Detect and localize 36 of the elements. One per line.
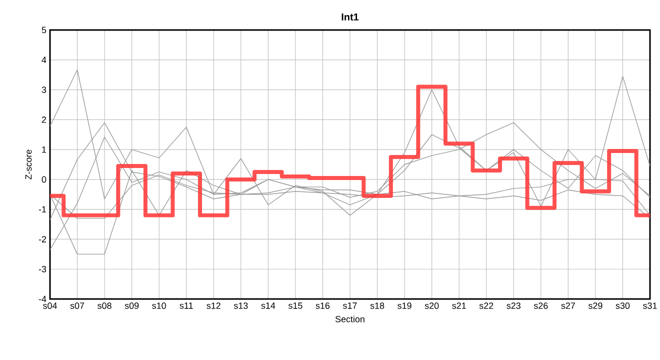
y-tick-label: 5 [42,26,46,34]
x-tick-label: s18 [370,302,384,309]
chart-title: Int1 [342,14,359,21]
x-tick-label: s07 [70,302,84,309]
x-tick-label: s08 [98,302,112,309]
x-tick-label: s12 [206,302,220,309]
x-tick-label: s30 [616,302,630,309]
y-tick-label: -4 [38,296,46,302]
x-tick-label: s19 [398,302,412,309]
x-tick-label: s13 [234,302,248,309]
x-tick-label: s10 [152,302,166,309]
x-tick-label: s22 [479,302,494,309]
y-tick-label: 3 [42,86,46,93]
y-tick-label: -1 [38,206,46,212]
y-tick-label: 0 [42,176,46,183]
y-tick-label: 4 [42,56,46,63]
x-tick-label: s27 [561,302,575,309]
y-axis-title: Z-score [25,150,32,180]
x-tick-label: s14 [261,302,276,309]
x-tick-label: s23 [506,302,520,309]
y-tick-label: -3 [38,266,46,272]
x-tick-label: s09 [124,302,139,309]
x-tick-label: s20 [424,302,439,309]
x-tick-label: s04 [43,302,57,309]
x-tick-label: s29 [588,302,602,309]
y-tick-label: -2 [38,236,46,242]
x-axis-title: Section [335,316,364,322]
x-tick-label: s11 [180,302,193,309]
y-tick-label: 1 [42,146,46,153]
x-tick-label: s16 [316,302,330,309]
x-tick-label: s21 [452,302,466,309]
x-tick-label: s26 [534,302,548,309]
x-tick-label: s15 [288,302,302,309]
x-tick-label: s17 [343,302,357,309]
x-tick-label: s31 [643,302,657,309]
y-tick-label: 2 [42,116,46,123]
